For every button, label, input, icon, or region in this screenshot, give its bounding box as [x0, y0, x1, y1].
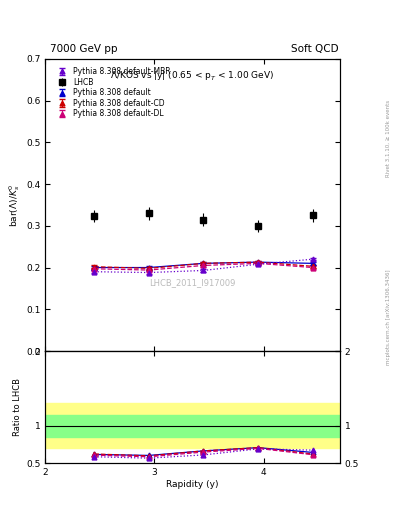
Text: Rivet 3.1.10, ≥ 100k events: Rivet 3.1.10, ≥ 100k events: [386, 100, 391, 177]
Text: mcplots.cern.ch [arXiv:1306.3436]: mcplots.cern.ch [arXiv:1306.3436]: [386, 270, 391, 365]
Text: $\bar{\Lambda}$/KOS vs |y| (0.65 < p$_T$ < 1.00 GeV): $\bar{\Lambda}$/KOS vs |y| (0.65 < p$_T$…: [110, 68, 275, 82]
Y-axis label: Ratio to LHCB: Ratio to LHCB: [13, 378, 22, 436]
Text: 7000 GeV pp: 7000 GeV pp: [50, 44, 118, 54]
Bar: [45, 403, 340, 449]
X-axis label: Rapidity (y): Rapidity (y): [166, 480, 219, 489]
Y-axis label: bar($\Lambda$)/$K^0_s$: bar($\Lambda$)/$K^0_s$: [7, 183, 22, 227]
Text: Soft QCD: Soft QCD: [291, 44, 339, 54]
Legend: Pythia 8.308 default-MBR, LHCB, Pythia 8.308 default, Pythia 8.308 default-CD, P: Pythia 8.308 default-MBR, LHCB, Pythia 8…: [52, 66, 173, 120]
Bar: [45, 415, 340, 437]
Text: LHCB_2011_I917009: LHCB_2011_I917009: [149, 278, 236, 287]
